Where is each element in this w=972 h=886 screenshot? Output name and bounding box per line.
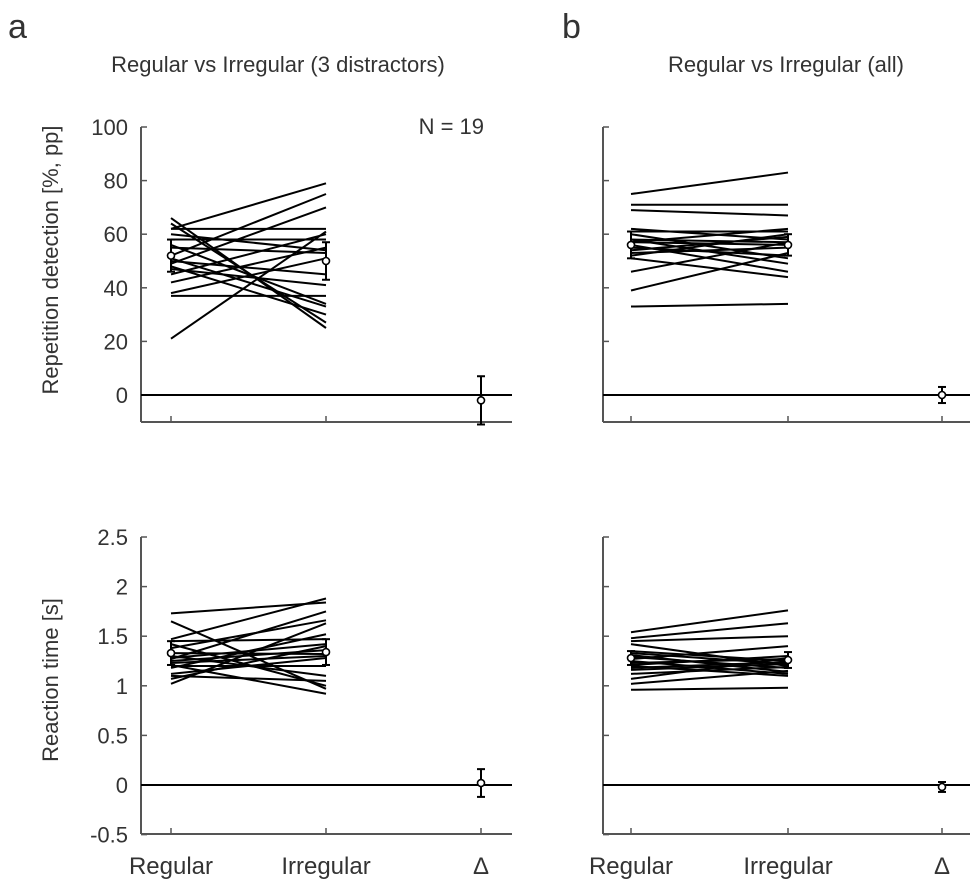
subject-line bbox=[630, 233, 789, 257]
subject-line bbox=[170, 206, 327, 265]
y-tick-label: -0.5 bbox=[90, 823, 128, 848]
panel-letter-b: b bbox=[562, 8, 581, 46]
subject-line bbox=[170, 182, 327, 230]
y-tick-label: 20 bbox=[104, 329, 128, 354]
subject-line bbox=[630, 686, 789, 691]
subject-line bbox=[630, 622, 789, 640]
ylabel-top-a: Repetition detection [%, pp] bbox=[38, 125, 63, 394]
x-category-label: Regular bbox=[129, 853, 213, 880]
ylabel-bottom-a: Reaction time [s] bbox=[38, 598, 63, 762]
x-category-label: Regular bbox=[589, 853, 673, 880]
subject-line bbox=[630, 302, 789, 308]
x-category-label: Δ bbox=[473, 853, 489, 880]
y-tick-label: 60 bbox=[104, 222, 128, 247]
subject-line bbox=[630, 657, 789, 680]
subject-line bbox=[630, 662, 789, 671]
subject-line bbox=[170, 674, 327, 682]
subject-line bbox=[170, 257, 327, 308]
title-b: Regular vs Irregular (all) bbox=[668, 52, 904, 77]
title-a: Regular vs Irregular (3 distractors) bbox=[111, 52, 445, 77]
subject-line bbox=[170, 622, 327, 685]
subject-line bbox=[170, 193, 327, 257]
subject-line bbox=[630, 257, 789, 279]
y-tick-label: 1 bbox=[116, 674, 128, 699]
subject-line bbox=[170, 230, 327, 340]
mean-marker bbox=[783, 240, 793, 250]
plot-a-bottom: -0.5 0 0.5 1 1.5 2 2.5 Regular Irregular Δ bbox=[90, 525, 512, 880]
mean-marker bbox=[321, 256, 331, 266]
mean-marker bbox=[166, 251, 176, 260]
x-category-label: Irregular bbox=[743, 853, 832, 880]
subject-line bbox=[630, 241, 789, 273]
mean-marker bbox=[937, 390, 947, 400]
mean-marker bbox=[783, 655, 793, 665]
mean-marker bbox=[476, 396, 486, 405]
subject-line bbox=[170, 233, 327, 252]
subject-line bbox=[630, 209, 789, 217]
subject-line bbox=[170, 597, 327, 641]
mean-marker bbox=[937, 782, 947, 792]
y-tick-label: 0 bbox=[116, 383, 128, 408]
subject-line bbox=[630, 665, 789, 675]
y-tick-label: 2 bbox=[116, 575, 128, 600]
subject-line bbox=[630, 635, 789, 643]
subject-line bbox=[630, 655, 789, 666]
y-tick-label: 0.5 bbox=[97, 723, 128, 748]
x-category-label: Δ bbox=[934, 853, 950, 880]
mean-marker bbox=[166, 648, 176, 658]
subject-line bbox=[630, 251, 789, 292]
x-category-label: Irregular bbox=[281, 853, 370, 880]
subject-line bbox=[170, 257, 327, 295]
subject-line bbox=[170, 268, 327, 287]
y-tick-label: 40 bbox=[104, 276, 128, 301]
plots: 0 20 40 60 80 100 -0.5 0 0.5 1 1.5 2 2.5 Regular Irreg… bbox=[90, 115, 970, 880]
y-tick-label: 0 bbox=[116, 773, 128, 798]
subject-line bbox=[630, 609, 789, 634]
mean-marker bbox=[476, 778, 486, 788]
subject-line bbox=[630, 171, 789, 195]
subject-line bbox=[170, 265, 327, 316]
plot-b-top bbox=[602, 126, 970, 423]
plot-b-bottom: Regular Irregular Δ bbox=[589, 536, 970, 880]
subject-line bbox=[630, 645, 789, 661]
subject-line bbox=[170, 246, 327, 254]
y-tick-label: 80 bbox=[104, 169, 128, 194]
y-tick-label: 2.5 bbox=[97, 525, 128, 550]
mean-marker bbox=[626, 653, 636, 663]
plot-a-top: 0 20 40 60 80 100 bbox=[91, 115, 512, 426]
subject-line bbox=[170, 260, 327, 276]
subject-line bbox=[630, 660, 789, 669]
subject-line bbox=[630, 656, 789, 669]
mean-marker bbox=[626, 240, 636, 250]
y-tick-label: 100 bbox=[91, 115, 128, 140]
subject-line bbox=[170, 633, 327, 669]
y-tick-label: 1.5 bbox=[97, 624, 128, 649]
subject-line bbox=[170, 233, 327, 276]
mean-marker bbox=[321, 647, 331, 657]
subject-line bbox=[170, 657, 327, 675]
panel-letter-a: a bbox=[8, 8, 27, 46]
subject-line bbox=[170, 610, 327, 660]
annotation-n: N = 19 bbox=[419, 114, 484, 139]
subject-line bbox=[170, 246, 327, 284]
subject-line bbox=[630, 669, 789, 685]
subject-line bbox=[630, 241, 789, 246]
subject-line bbox=[630, 227, 789, 244]
